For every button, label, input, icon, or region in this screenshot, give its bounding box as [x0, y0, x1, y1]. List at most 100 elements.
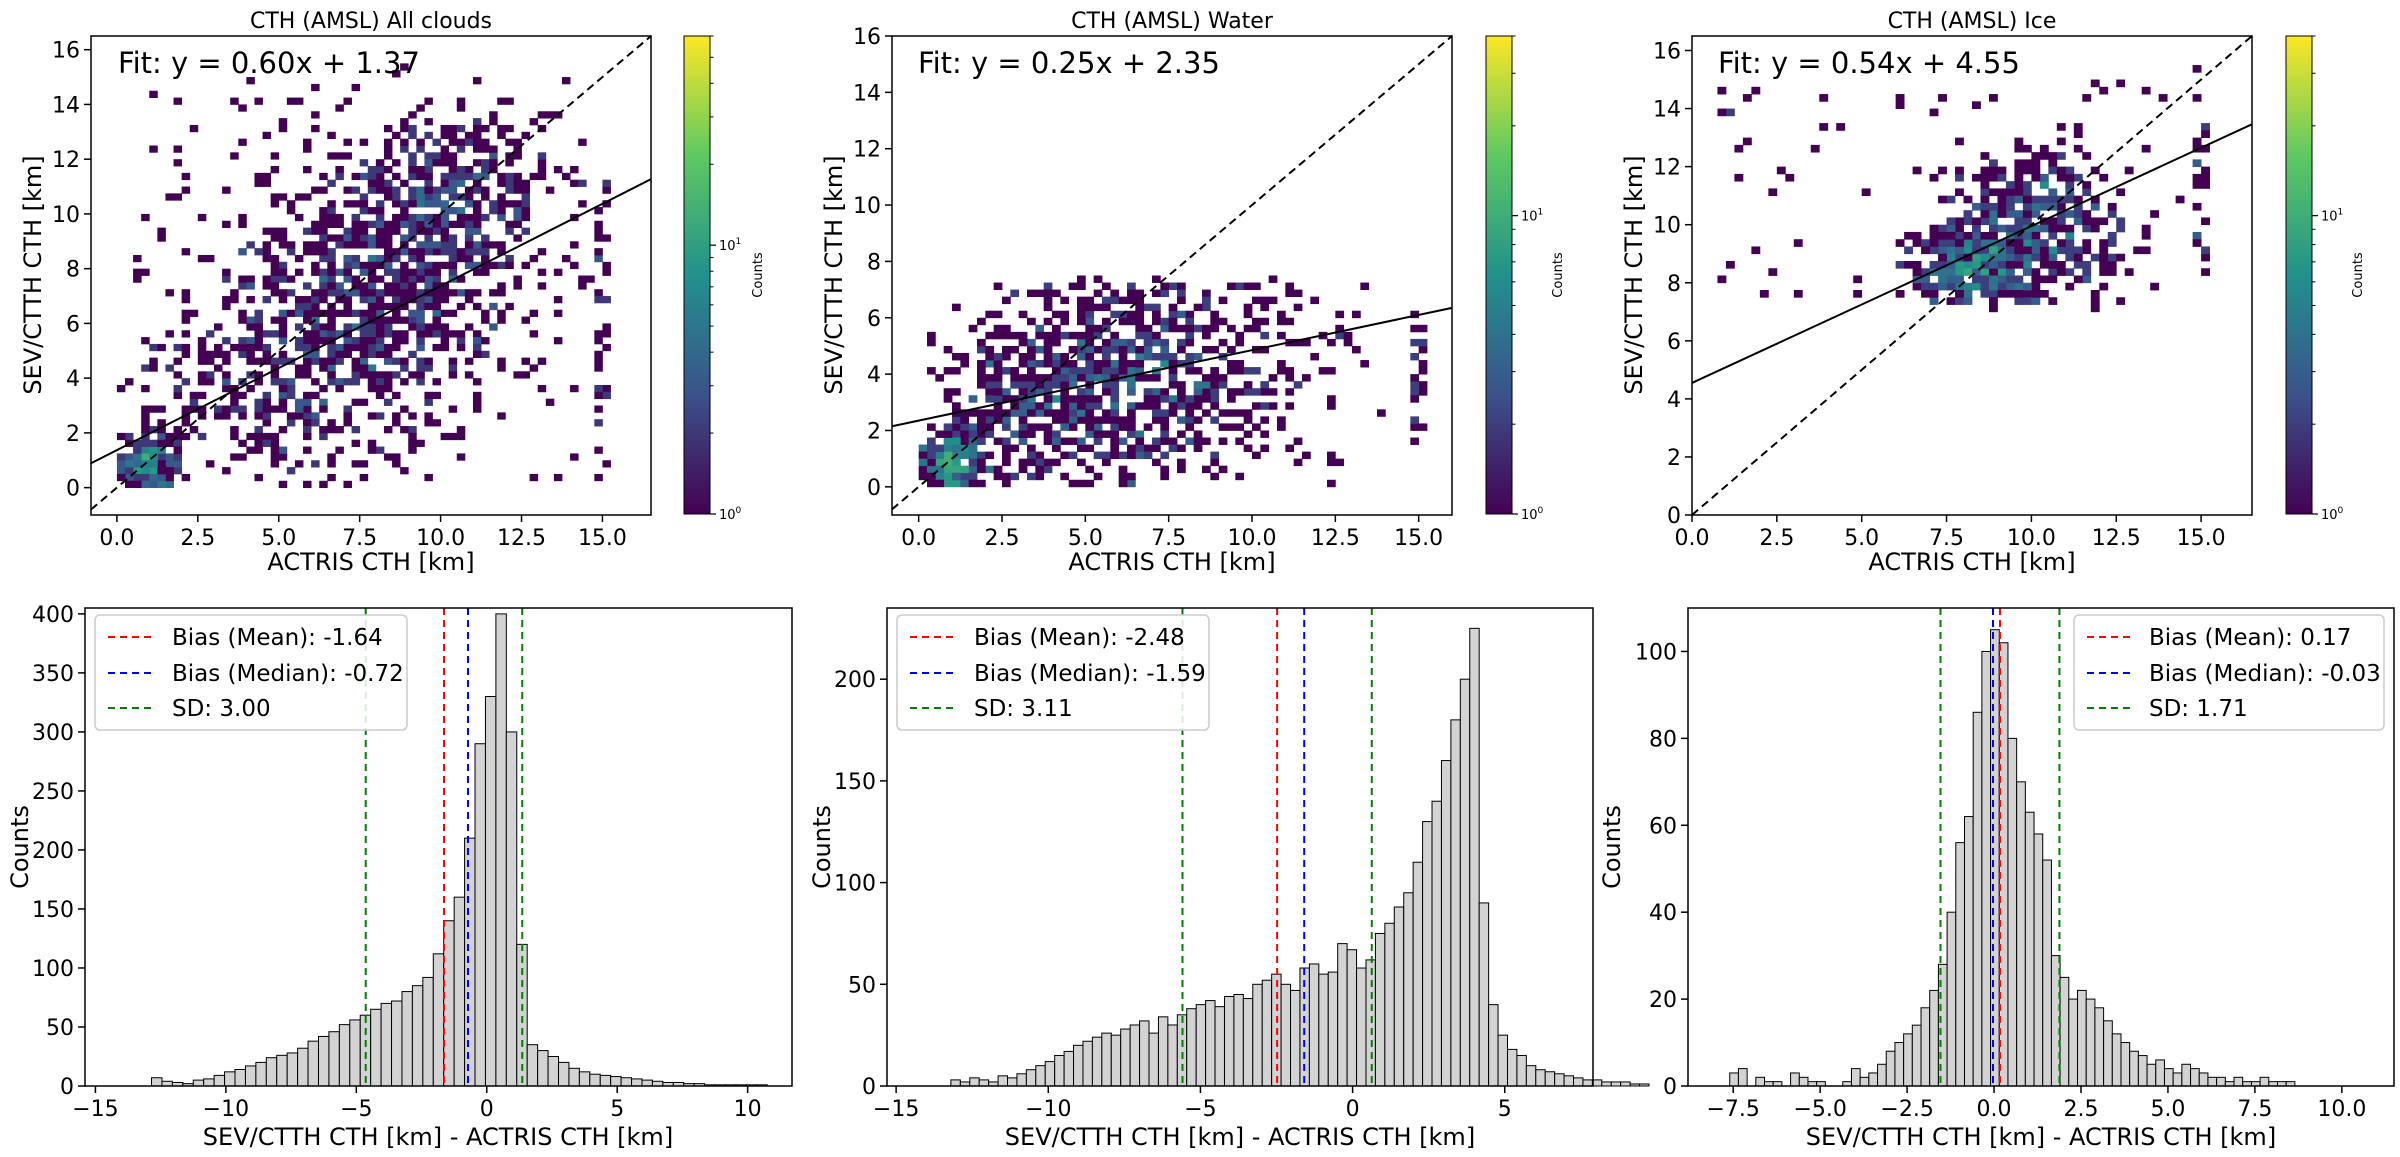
heatmap-cell — [246, 446, 255, 454]
heatmap-cell — [1210, 317, 1220, 326]
fit-line — [90, 178, 652, 465]
y-tick-label: 0 — [862, 1075, 876, 1100]
heatmap-cell — [977, 381, 986, 389]
heatmap-cell — [303, 432, 312, 441]
heatmap-cell — [1160, 472, 1170, 481]
heatmap-cell — [1235, 367, 1245, 375]
y-tick-label: 300 — [32, 721, 74, 746]
heatmap-cell — [1060, 310, 1070, 319]
heatmap-cell — [464, 296, 474, 304]
heatmap-cell — [1938, 239, 1947, 247]
heatmap-cell — [927, 338, 936, 347]
heatmap-cell — [1202, 296, 1211, 305]
heatmap-cell — [1052, 430, 1061, 438]
heatmap-cell — [294, 254, 304, 263]
heatmap-cell — [1093, 402, 1103, 410]
heatmap-cell — [424, 268, 433, 276]
heatmap-cell — [1921, 239, 1930, 247]
heatmap-cell — [303, 419, 312, 427]
heatmap-cell — [270, 460, 280, 468]
heatmap-cell — [367, 323, 377, 331]
heatmap-cell — [594, 248, 603, 256]
heatmap-cell — [1988, 268, 1998, 276]
histogram-bar — [1082, 1040, 1093, 1087]
heatmap-cell — [1077, 303, 1086, 312]
histogram-bar — [349, 1019, 361, 1087]
heatmap-cell — [472, 343, 482, 352]
heatmap-cell — [2022, 166, 2032, 175]
heatmap-cell — [2014, 181, 2024, 189]
x-tick-label: −5 — [1184, 1097, 1216, 1122]
heatmap-cell — [1010, 289, 1020, 298]
heatmap-cell — [343, 323, 352, 331]
heatmap-cell — [1143, 303, 1153, 312]
heatmap-cell — [303, 193, 312, 201]
histogram-bar — [1327, 971, 1339, 1087]
histogram-bar — [1157, 1016, 1169, 1087]
heatmap-cell — [1988, 246, 1998, 255]
heatmap-cell — [303, 302, 312, 311]
heatmap-cell — [456, 302, 466, 311]
heatmap-cell — [1202, 395, 1211, 403]
heatmap-cell — [1210, 388, 1220, 396]
heatmap-cell — [432, 227, 441, 235]
heatmap-cell — [472, 378, 482, 386]
heatmap-cell — [311, 460, 320, 468]
heatmap-cell — [1093, 360, 1103, 368]
heatmap-cell — [464, 131, 474, 140]
heatmap-cell — [529, 118, 539, 126]
heatmap-cell — [2014, 166, 2024, 175]
heatmap-cell — [1243, 444, 1253, 453]
colorbar-tick-label: 101 — [719, 237, 741, 254]
heatmap-cell — [1102, 388, 1111, 396]
heatmap-cell — [311, 186, 320, 194]
heatmap-cell — [157, 453, 166, 461]
heatmap-cell — [918, 472, 928, 481]
heatmap-cell — [424, 193, 433, 201]
heatmap-cell — [416, 316, 425, 324]
heatmap-cell — [1218, 465, 1228, 474]
heatmap-cell — [1043, 303, 1053, 312]
heatmap-cell — [472, 227, 482, 235]
heatmap-cell — [262, 357, 272, 365]
histogram-bar — [265, 1057, 278, 1087]
heatmap-cell — [464, 166, 474, 174]
heatmap-cell — [521, 179, 531, 187]
legend-median-label: Bias (Median): -1.59 — [974, 661, 1206, 687]
heatmap-cell — [1135, 303, 1145, 312]
heatmap-cell — [343, 152, 352, 160]
heatmap-cell — [1027, 374, 1036, 382]
heatmap-cell — [537, 166, 547, 174]
histogram-bar — [1911, 1024, 1922, 1087]
heatmap-cell — [408, 432, 417, 441]
heatmap-cell — [2158, 94, 2168, 102]
heatmap-cell — [1110, 374, 1120, 382]
heatmap-cell — [1093, 374, 1103, 382]
heatmap-cell — [133, 439, 142, 447]
heatmap-cell — [270, 275, 280, 283]
heatmap-cell — [977, 451, 986, 460]
heatmap-cell — [424, 419, 433, 427]
heatmap-cell — [1335, 458, 1345, 467]
heatmap-cell — [294, 302, 304, 311]
heatmap-cell — [553, 166, 563, 174]
heatmap-cell — [375, 275, 385, 283]
heatmap-cell — [481, 138, 490, 146]
histogram-bar — [1798, 1076, 1809, 1087]
heatmap-cell — [960, 409, 970, 417]
heatmap-cell — [424, 200, 433, 208]
heatmap-cell — [1988, 275, 1998, 284]
heatmap-cell — [1293, 303, 1303, 312]
heatmap-cell — [1895, 290, 1905, 298]
heatmap-cell — [254, 439, 263, 447]
heatmap-cell — [400, 316, 409, 324]
heatmap-cell — [1202, 388, 1211, 396]
heatmap-cell — [2039, 152, 2049, 160]
heatmap-cell — [594, 254, 603, 263]
heatmap-cell — [197, 343, 207, 352]
heatmap-cell — [1302, 451, 1311, 460]
heatmap-cell — [2192, 202, 2202, 211]
heatmap-cell — [456, 453, 466, 461]
heatmap-cell — [319, 296, 328, 304]
